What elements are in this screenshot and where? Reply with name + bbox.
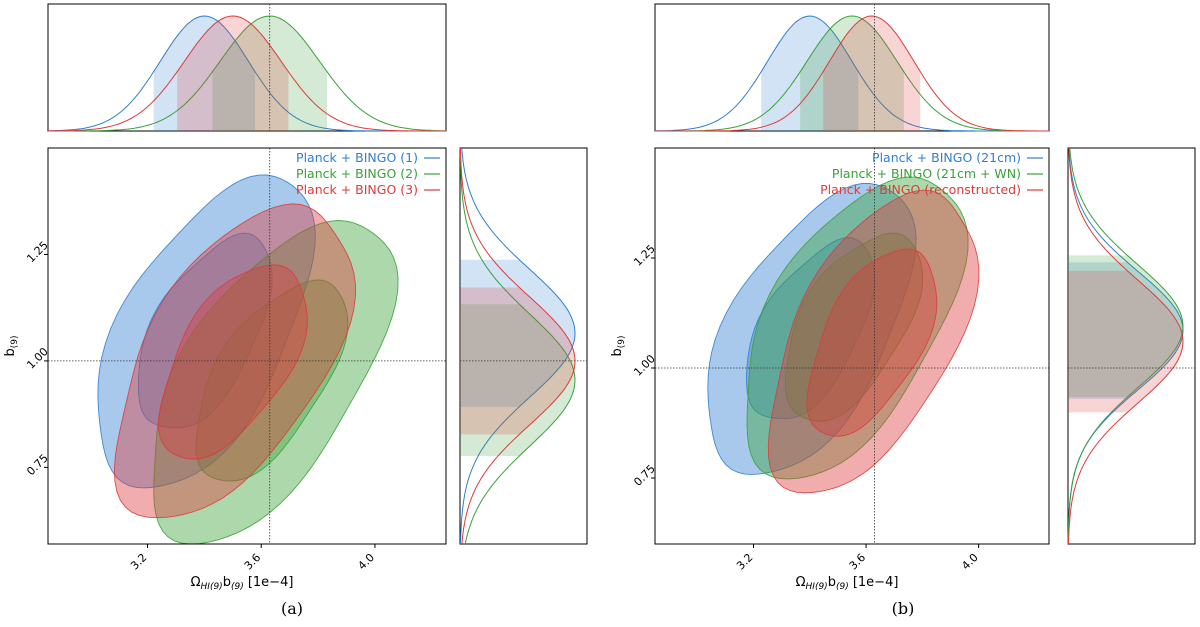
- contour-green-2sigma: [153, 220, 399, 544]
- y-tick-label: 1.25: [631, 242, 658, 269]
- x-axis-label: ΩHI(9)b(9) [1e−4]: [796, 575, 899, 592]
- y-axis-label: b(9): [610, 335, 627, 356]
- top-band-red: [177, 16, 289, 131]
- x-tick-label: 4.0: [355, 551, 377, 573]
- main-frame: [47, 147, 447, 545]
- legend: Planck + BINGO (1)Planck + BINGO (2)Plan…: [296, 150, 440, 197]
- side-curve-red: [1068, 147, 1184, 545]
- legend-entry: Planck + BINGO (21cm): [872, 150, 1021, 165]
- y-tick-label: 0.75: [24, 452, 51, 479]
- y-axis-label: b(9): [3, 335, 20, 356]
- contour-red-1sigma: [806, 248, 938, 437]
- top-curve-red: [48, 15, 446, 132]
- side-band-green: [460, 304, 575, 456]
- top-band-blue: [153, 16, 255, 131]
- side-band-blue: [1068, 262, 1183, 399]
- contour-green-1sigma: [195, 279, 349, 482]
- legend-entry: Planck + BINGO (21cm + WN): [832, 166, 1021, 181]
- top-curve-blue: [654, 15, 1049, 132]
- side-curve-blue: [460, 147, 576, 545]
- legend-entry: Planck + BINGO (3): [296, 182, 418, 197]
- x-axis-label: ΩHI(9)b(9) [1e−4]: [191, 575, 294, 592]
- contour-blue-1sigma: [746, 237, 876, 420]
- top-curve-red: [655, 15, 1049, 132]
- contour-red-2sigma: [767, 189, 980, 494]
- side-marginal-frame: [459, 147, 588, 545]
- side-curve-red: [459, 147, 576, 545]
- x-tick-label: 3.6: [242, 551, 264, 573]
- top-curve-blue: [47, 15, 446, 132]
- top-marginal-frame: [47, 3, 447, 132]
- panel-b: 3.2 3.6 4.0 0.75 1.00 1.25 ΩHI(9)b(9) [1e−4] b(…: [610, 3, 1196, 618]
- contour-green-1sigma: [784, 232, 924, 422]
- y-tick-label: 1.00: [631, 352, 658, 379]
- y-tick-label: 1.00: [24, 345, 51, 372]
- main-frame: [654, 147, 1050, 545]
- contour-green-2sigma: [746, 176, 969, 480]
- side-marginal-frame: [1067, 147, 1196, 545]
- contour-red-1sigma: [158, 264, 308, 460]
- panel-caption: (a): [281, 599, 303, 618]
- legend-entry: Planck + BINGO (1): [296, 150, 418, 165]
- x-tick-label: 3.6: [847, 551, 869, 573]
- y-tick-label: 0.75: [631, 462, 658, 489]
- legend-entry: Planck + BINGO (reconstructed): [820, 182, 1021, 197]
- y-tick-label: 1.25: [24, 239, 51, 266]
- contour-blue-2sigma: [97, 174, 316, 489]
- contour-layer: [707, 176, 980, 494]
- x-tick-label: 4.0: [959, 551, 981, 573]
- side-curve-green: [1067, 147, 1184, 545]
- legend: Planck + BINGO (21cm)Planck + BINGO (21c…: [820, 150, 1043, 197]
- top-band-red: [823, 16, 921, 131]
- contour-layer: [97, 174, 399, 544]
- top-band-blue: [761, 16, 859, 131]
- side-band-green: [1068, 255, 1183, 397]
- x-tick-label: 3.2: [734, 551, 756, 573]
- x-tick-label: 3.2: [128, 551, 150, 573]
- legend-entry: Planck + BINGO (2): [296, 166, 418, 181]
- top-curve-green: [48, 15, 447, 132]
- contour-blue-1sigma: [137, 232, 273, 429]
- side-band-blue: [460, 259, 575, 407]
- panel-a: 3.2 3.6 4.0 0.75 1.00 1.25 ΩHI(9)b(9) [1e−4] b(…: [3, 3, 588, 618]
- top-band-green: [800, 16, 904, 131]
- top-curve-green: [655, 15, 1049, 132]
- top-marginal-frame: [654, 3, 1050, 132]
- side-curve-green: [459, 147, 576, 545]
- panel-caption: (b): [892, 599, 915, 618]
- side-band-red: [1068, 270, 1183, 413]
